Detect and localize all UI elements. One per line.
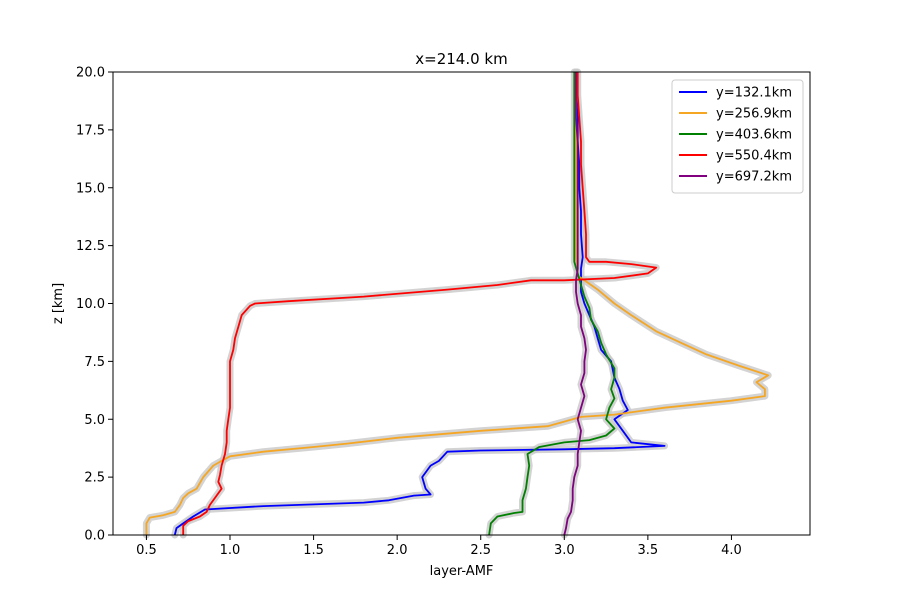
x-tick-label: 1.5 (303, 543, 324, 558)
y-tick-label: 5.0 (84, 413, 105, 428)
legend-label: y=256.9km (716, 107, 792, 122)
legend-box (671, 79, 804, 194)
y-axis: 0.0 2.5 5.0 7.5 10.0 12.5 15.0 17.5 20.0 (76, 66, 113, 544)
y-tick-label: 15.0 (76, 181, 105, 196)
series-line-4 (182, 72, 658, 535)
x-axis-label: layer-AMF (430, 564, 494, 579)
y-tick-label: 7.5 (84, 355, 105, 370)
chart-title: x=214.0 km (415, 50, 507, 68)
series-line-5 (563, 72, 587, 536)
series-line-1 (173, 72, 666, 536)
legend-label: y=403.6km (716, 128, 792, 143)
series-line-3 (488, 72, 616, 536)
x-tick-label: 3.5 (638, 543, 659, 558)
x-tick-label: 1.0 (220, 543, 241, 558)
y-tick-label: 17.5 (76, 123, 105, 138)
x-axis: 0.5 1.0 1.5 2.0 2.5 3.0 3.5 4.0 (136, 535, 742, 558)
y-tick-label: 20.0 (76, 66, 105, 81)
legend-label: y=550.4km (716, 149, 792, 164)
x-tick-label: 2.5 (470, 543, 491, 558)
y-tick-label: 0.0 (84, 529, 105, 544)
legend-label: y=697.2km (716, 170, 792, 185)
x-tick-label: 4.0 (721, 543, 742, 558)
series-lines (145, 72, 770, 536)
y-tick-label: 10.0 (76, 297, 105, 312)
legend: y=132.1km y=256.9km y=403.6km y=550.4km y=69… (671, 79, 804, 194)
y-axis-label: z [km] (51, 283, 66, 324)
x-tick-label: 0.5 (136, 543, 157, 558)
x-tick-label: 3.0 (554, 543, 575, 558)
x-tick-label: 2.0 (387, 543, 408, 558)
series-line-2 (145, 72, 770, 535)
legend-label: y=132.1km (716, 86, 792, 101)
y-tick-label: 12.5 (76, 239, 105, 254)
y-tick-label: 2.5 (84, 471, 105, 486)
